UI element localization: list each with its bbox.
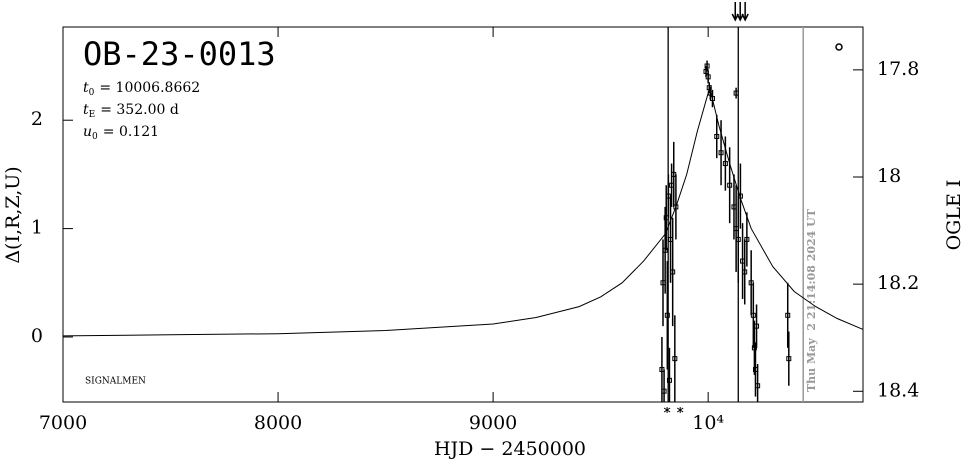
data-point — [670, 269, 676, 275]
param-text: = 0.121 — [103, 124, 159, 140]
data-point — [666, 377, 672, 383]
data-point — [750, 312, 756, 318]
param-symbol: u — [83, 124, 92, 140]
credit: SIGNALMEN — [85, 377, 146, 387]
data-point — [718, 150, 724, 156]
y-tick-label: 1 — [31, 217, 43, 239]
data-point — [735, 236, 741, 242]
param: tE = 352.00 d — [83, 102, 179, 120]
y-tick-label: 2 — [31, 108, 43, 130]
arrow — [736, 2, 744, 22]
data-point — [714, 133, 720, 139]
param-sub: 0 — [92, 132, 98, 142]
y2-axis-label: OGLE I — [943, 180, 965, 251]
param-sub: E — [89, 110, 96, 120]
data-point — [661, 388, 667, 394]
data-point — [785, 312, 791, 318]
data-point — [705, 74, 711, 80]
param-text: = 10006.8662 — [99, 80, 200, 96]
model-curve — [62, 85, 864, 337]
y2-tick-label: 18 — [877, 165, 901, 187]
param-text: = 352.00 d — [100, 102, 179, 118]
plot-frame — [62, 26, 864, 403]
data-point — [709, 96, 715, 102]
data-point — [786, 356, 792, 362]
y2-tick-label: 17.8 — [877, 58, 919, 80]
y-axis-label: Δ(I,R,Z,U) — [2, 166, 24, 263]
x-tick-label: 8000 — [254, 412, 302, 434]
param-sub: 0 — [89, 88, 95, 98]
data-point — [673, 204, 679, 210]
data-point — [672, 356, 678, 362]
data-point — [755, 383, 761, 389]
param-symbol: t — [83, 80, 89, 96]
data-point — [664, 312, 670, 318]
param: u0 = 0.121 — [83, 124, 159, 142]
x-tick-label: 10⁴ — [692, 412, 724, 434]
arrow — [741, 2, 749, 22]
data-point — [742, 269, 748, 275]
data-point — [733, 90, 739, 96]
y2-tick-label: 18.2 — [877, 272, 919, 294]
x-tick-label: 9000 — [469, 412, 517, 434]
data-point — [722, 161, 728, 167]
param-symbol: t — [83, 102, 89, 118]
star — [676, 407, 684, 413]
param: t0 = 10006.8662 — [83, 80, 200, 98]
data-point — [727, 182, 733, 188]
chart-title: OB-23-0013 — [83, 35, 276, 73]
arrow — [731, 2, 739, 22]
data-point — [706, 85, 712, 91]
marker-symbol — [835, 43, 843, 51]
star — [663, 407, 671, 413]
y-tick-label: 0 — [31, 325, 43, 347]
x-tick-label: 7000 — [39, 412, 87, 434]
data-point — [737, 193, 743, 199]
data-point — [744, 236, 750, 242]
data-point — [662, 247, 668, 253]
timestamp: Thu May 2 21:14:08 2024 UT — [805, 208, 818, 392]
data-point — [754, 323, 760, 329]
x-axis-label: HJD − 2450000 — [434, 438, 586, 459]
data-point — [704, 63, 710, 69]
y2-tick-label: 18.4 — [877, 379, 919, 401]
